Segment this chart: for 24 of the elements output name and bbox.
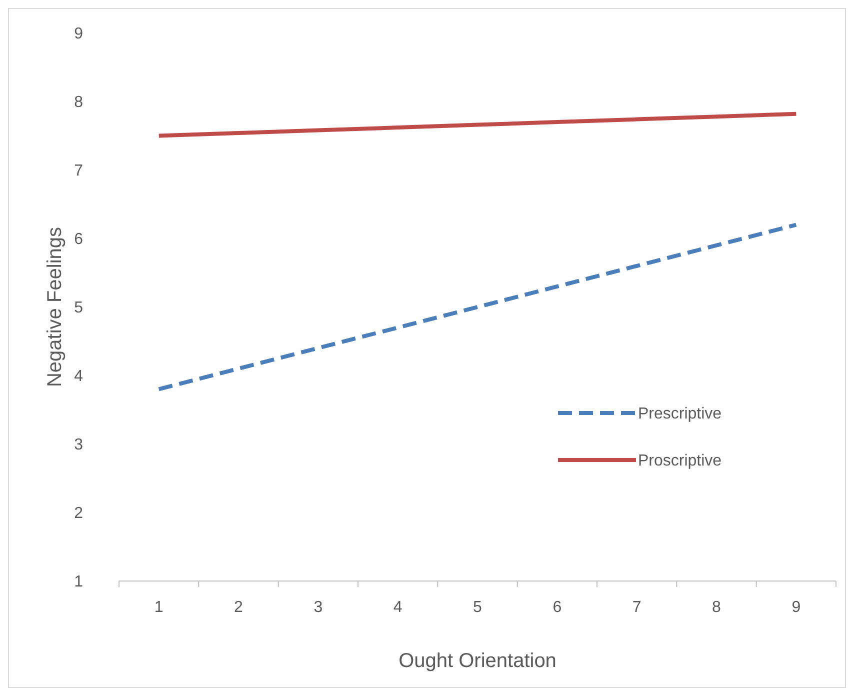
y-tick-label: 1 — [74, 574, 84, 591]
y-tick-label: 9 — [74, 26, 84, 43]
y-tick-label: 3 — [74, 436, 84, 454]
y-tick-label: 6 — [74, 231, 84, 248]
x-tick-label: 8 — [712, 599, 722, 616]
y-tick-label: 8 — [74, 94, 84, 112]
legend-label: Prescriptive — [638, 406, 722, 423]
y-tick-label: 4 — [74, 368, 84, 386]
x-tick-label: 1 — [154, 599, 164, 616]
x-tick-label: 4 — [393, 599, 402, 616]
y-tick-label: 5 — [74, 300, 84, 317]
y-axis-title: Negative Feelings — [44, 226, 66, 388]
x-axis-title: Ought Orientation — [398, 650, 556, 672]
y-tick-label: 7 — [74, 162, 84, 180]
line-series — [156, 222, 798, 392]
x-tick-label: 2 — [234, 599, 244, 616]
x-tick-label: 6 — [552, 599, 562, 616]
legend-label: Proscriptive — [638, 452, 722, 470]
x-tick-label: 5 — [473, 599, 482, 616]
x-tick-label: 7 — [632, 599, 642, 616]
x-tick-label: 3 — [314, 599, 323, 616]
y-tick-label: 2 — [74, 505, 84, 522]
x-tick-label: 9 — [792, 599, 801, 616]
line-series — [156, 112, 798, 138]
